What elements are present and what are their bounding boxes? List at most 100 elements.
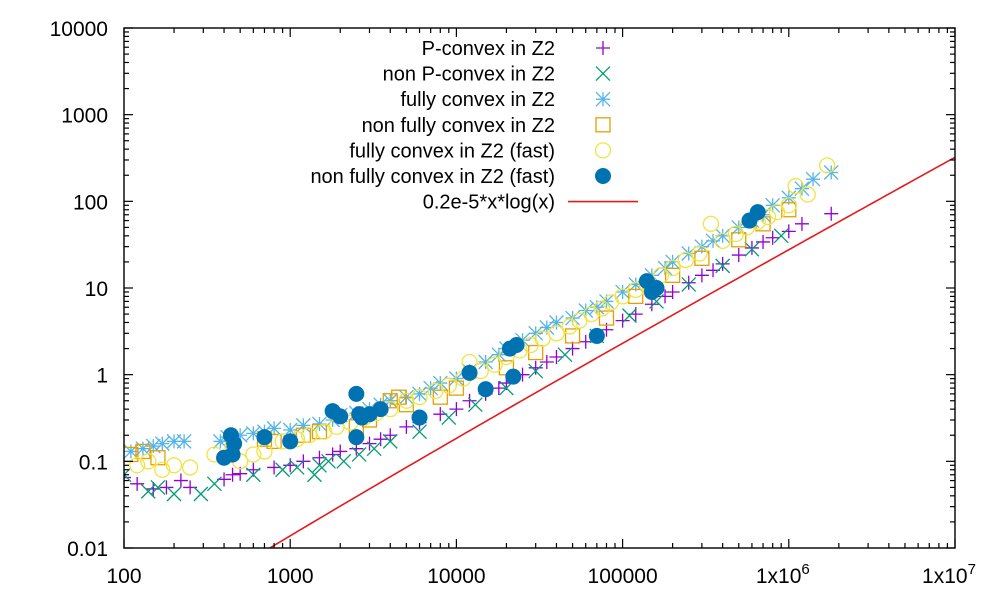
data-point xyxy=(549,315,564,330)
series-6 xyxy=(268,156,955,548)
data-point xyxy=(658,289,673,304)
data-point xyxy=(627,281,644,299)
data-point xyxy=(399,419,414,434)
data-point xyxy=(664,267,681,283)
data-point xyxy=(245,446,262,463)
y-tick-label: 10 xyxy=(85,278,108,301)
legend-entry: non fully convex in Z2 xyxy=(362,115,611,137)
data-point xyxy=(744,241,760,257)
data-point xyxy=(146,481,161,496)
data-point xyxy=(598,310,615,326)
data-point xyxy=(694,268,709,283)
data-point xyxy=(266,420,282,436)
data-point xyxy=(351,447,367,462)
data-point xyxy=(372,401,389,418)
data-point xyxy=(557,347,573,363)
data-point xyxy=(715,228,731,244)
y-tick-label: 0.01 xyxy=(67,538,108,561)
data-point xyxy=(440,377,457,394)
legend-label: fully convex in Z2 (fast) xyxy=(349,140,555,162)
data-point xyxy=(787,177,804,195)
data-point xyxy=(528,363,544,379)
x-tick-label: 1000 xyxy=(267,565,314,588)
data-point xyxy=(150,450,166,466)
legend-entry: 0.2e-5*x*log(x) xyxy=(423,192,638,214)
data-point xyxy=(321,453,336,469)
data-point xyxy=(677,251,694,269)
data-point xyxy=(140,483,156,499)
data-point xyxy=(583,305,600,323)
data-point xyxy=(145,438,161,454)
data-point xyxy=(300,427,318,444)
data-point xyxy=(212,433,228,449)
data-point xyxy=(508,336,525,353)
data-point xyxy=(311,424,328,440)
data-point xyxy=(731,248,746,263)
legend-marker xyxy=(596,41,610,55)
data-point xyxy=(412,386,427,402)
legend-entry: fully convex in Z2 xyxy=(400,89,611,111)
data-point xyxy=(411,389,428,406)
data-point xyxy=(615,313,630,328)
data-point xyxy=(232,427,248,443)
data-point xyxy=(824,206,839,221)
legend-label: non P-convex in Z2 xyxy=(383,64,555,86)
data-point xyxy=(694,250,710,266)
data-point xyxy=(715,256,730,271)
data-point xyxy=(366,441,382,457)
data-point xyxy=(486,356,503,373)
data-point xyxy=(333,444,348,459)
x-tick-label: 100000 xyxy=(588,565,658,588)
data-point xyxy=(193,486,209,502)
data-point xyxy=(154,461,171,478)
data-point xyxy=(382,393,398,409)
data-point xyxy=(588,327,605,344)
data-point xyxy=(382,393,398,409)
data-point xyxy=(549,349,564,364)
data-point xyxy=(505,368,522,385)
x-tick-label: 1x106 xyxy=(756,561,810,588)
data-points xyxy=(124,156,955,548)
data-point xyxy=(224,446,241,463)
data-point xyxy=(478,354,494,370)
data-point xyxy=(181,459,199,476)
data-point xyxy=(477,381,494,398)
data-point xyxy=(130,476,145,491)
data-point xyxy=(462,393,477,408)
data-point xyxy=(628,276,644,292)
data-point xyxy=(628,288,644,305)
legend-label: P-convex in Z2 xyxy=(422,38,555,60)
data-point xyxy=(765,230,780,245)
data-point xyxy=(467,397,483,413)
data-point xyxy=(441,410,457,426)
data-point xyxy=(539,355,554,370)
data-point xyxy=(312,457,327,473)
data-point xyxy=(140,453,157,470)
y-tick-label: 1 xyxy=(96,365,108,388)
series-5 xyxy=(216,204,766,466)
legend: P-convex in Z2 non P-convex in Z2 fully co… xyxy=(310,38,638,214)
data-point xyxy=(173,473,188,488)
legend-entry: non P-convex in Z2 xyxy=(383,64,611,86)
legend-label: non fully convex in Z2 xyxy=(362,115,555,137)
data-point xyxy=(599,293,614,309)
data-point xyxy=(336,453,352,469)
data-point xyxy=(282,422,298,438)
y-tick-label: 100 xyxy=(73,191,108,214)
data-point xyxy=(727,225,744,243)
y-tick-label: 0.1 xyxy=(79,451,108,474)
data-point xyxy=(818,157,836,174)
legend-marker xyxy=(595,168,611,184)
data-point xyxy=(150,479,166,495)
legend-label: non fully convex in Z2 (fast) xyxy=(310,166,555,188)
data-point xyxy=(154,436,170,452)
data-point xyxy=(664,259,681,277)
data-point xyxy=(781,224,796,239)
legend-label: fully convex in Z2 xyxy=(400,89,555,111)
data-point xyxy=(166,486,182,502)
legend-label: 0.2e-5*x*log(x) xyxy=(423,192,555,214)
data-point xyxy=(124,443,139,459)
data-point xyxy=(166,433,182,449)
series-3 xyxy=(124,202,797,466)
data-point xyxy=(398,392,415,409)
